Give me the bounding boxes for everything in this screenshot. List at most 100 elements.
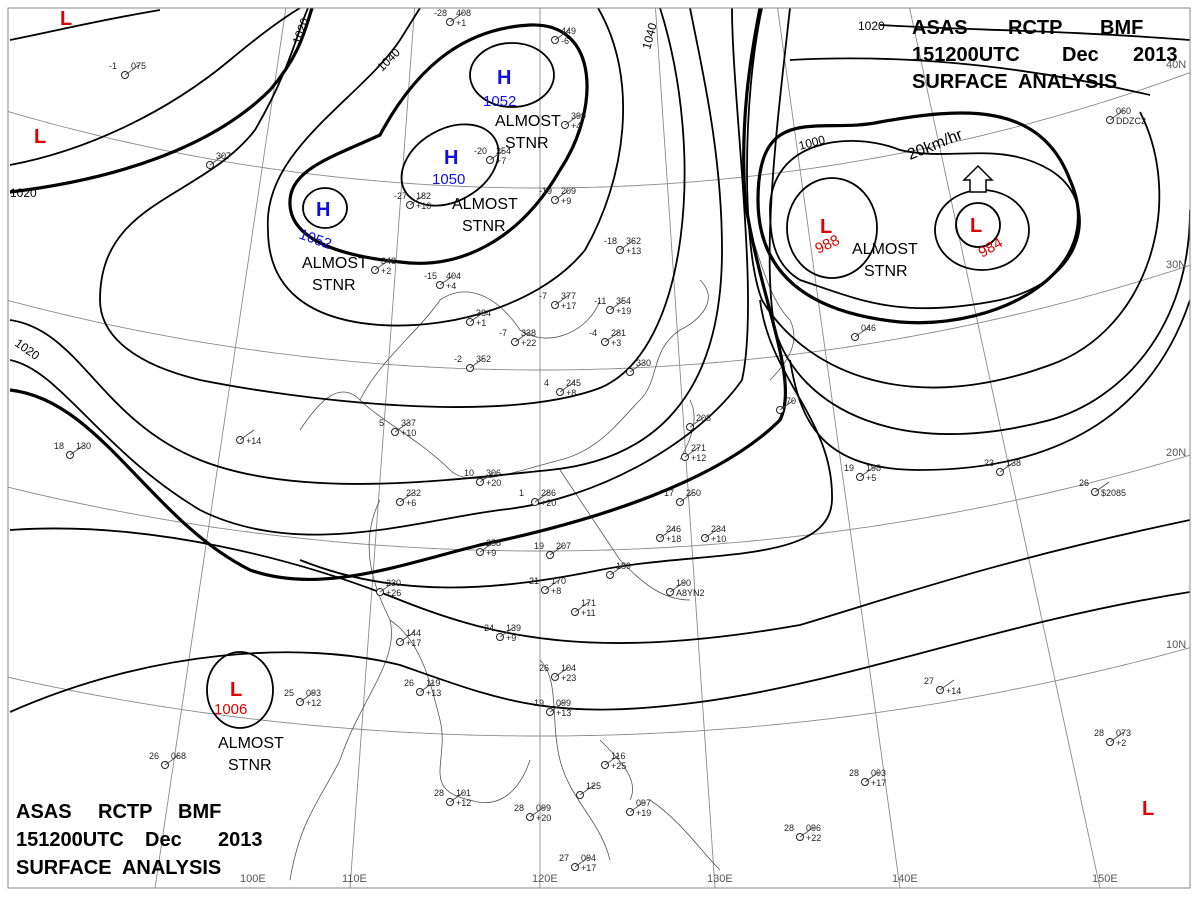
station-pressure: 209 xyxy=(561,186,576,196)
wind-barb-icon xyxy=(564,114,580,126)
station-pressure: 449 xyxy=(561,26,576,36)
wind-barb-icon xyxy=(574,601,590,613)
isobar xyxy=(9,8,301,166)
isobar xyxy=(99,8,686,408)
wind-barb-icon xyxy=(544,579,560,591)
station-plot: 348+2 xyxy=(371,256,396,276)
header-agency: ASAS xyxy=(16,801,72,823)
station-temperature: -11 xyxy=(594,296,606,306)
station-plot: 384+1 xyxy=(466,308,491,328)
station-tendency: +26 xyxy=(386,588,401,598)
wind-barb-icon xyxy=(449,791,465,803)
header-year: 2013 xyxy=(1133,44,1178,66)
wind-barb-icon xyxy=(604,331,620,343)
station-pressure: 408 xyxy=(456,8,471,18)
parallel-line xyxy=(8,72,1190,189)
wind-barb-icon xyxy=(479,471,495,483)
station-tendency: +18 xyxy=(666,534,681,544)
station-plot: 1 286+20 xyxy=(519,488,556,508)
station-pressure: 171 xyxy=(581,598,596,608)
header-station: RCTP xyxy=(1008,17,1062,39)
wind-barb-icon xyxy=(374,259,390,271)
station-temperature: -1 xyxy=(109,61,117,71)
station-temperature: 5 xyxy=(379,418,384,428)
wind-barb-icon xyxy=(939,679,955,691)
station-plot: 21 170+8 xyxy=(529,576,566,596)
latitude-label: 30N xyxy=(1166,259,1186,271)
note-stnr: STNR xyxy=(228,757,272,774)
high-symbol: H xyxy=(444,147,458,169)
station-pressure: 144 xyxy=(406,628,421,638)
longitude-label: 120E xyxy=(532,873,558,885)
wind-barb-icon xyxy=(534,491,550,503)
station-temperature: -19 xyxy=(539,186,552,196)
station-pressure: 245 xyxy=(566,378,581,388)
station-plot: 28 073+2 xyxy=(1094,728,1131,748)
station-pressure: 198 xyxy=(866,463,881,473)
wind-barb-icon xyxy=(659,527,675,539)
movement-notes: ALMOST STNR ALMOST STNR ALMOST STNR ALMO… xyxy=(218,113,918,774)
station-temperature: 28 xyxy=(514,803,524,813)
station-pressure: 046 xyxy=(861,323,876,333)
station-pressure: 068 xyxy=(171,751,186,761)
station-plot: 17 250 xyxy=(664,488,701,506)
station-tendency: +13 xyxy=(626,246,641,256)
note-almost: ALMOST xyxy=(218,735,284,752)
wind-barb-icon xyxy=(409,194,425,206)
wind-barb-icon xyxy=(704,527,720,539)
station-tendency: +2 xyxy=(1116,738,1126,748)
station-pressure: 234 xyxy=(711,524,726,534)
station-temperature: 26 xyxy=(539,663,549,673)
station-temperature: 28 xyxy=(434,788,444,798)
station-tendency: +14 xyxy=(946,686,961,696)
meridian-line xyxy=(154,8,287,888)
isobar xyxy=(288,23,589,265)
station-tendency: +9 xyxy=(486,548,496,558)
wind-barb-icon xyxy=(864,771,880,783)
header-time: 151200UTC xyxy=(912,44,1020,66)
station-plot: 26 068 xyxy=(149,751,186,769)
station-tendency: -6 xyxy=(561,36,569,46)
station-tendency: +1 xyxy=(456,18,466,28)
longitude-label: 140E xyxy=(892,873,918,885)
station-temperature: -15 xyxy=(424,271,437,281)
wind-barb-icon xyxy=(479,541,495,553)
station-temperature: 28 xyxy=(849,768,859,778)
wind-barb-icon xyxy=(854,326,870,338)
station-tendency: +17 xyxy=(561,301,576,311)
isobar xyxy=(9,8,788,582)
isobar-label: 1040 xyxy=(639,21,660,51)
station-plot: 70 xyxy=(776,396,796,414)
station-plot: 208 xyxy=(686,413,711,431)
station-temperature: 24 xyxy=(484,623,494,633)
station-temperature: -18 xyxy=(604,236,617,246)
station-temperature: 27 xyxy=(924,676,934,686)
wind-barb-icon xyxy=(604,754,620,766)
station-pressure: 271 xyxy=(691,443,706,453)
isobar xyxy=(267,8,625,327)
station-plot: 449-6 xyxy=(551,26,576,46)
wind-barb-icon xyxy=(439,274,455,286)
note-almost: ALMOST xyxy=(452,196,518,213)
station-tendency: +20 xyxy=(541,498,556,508)
station-tendency: +8 xyxy=(566,388,576,398)
isobar xyxy=(789,57,1151,96)
station-pressure: 182 xyxy=(416,191,431,201)
station-tendency: +14 xyxy=(246,436,261,446)
note-stnr: STNR xyxy=(864,263,908,280)
wind-barb-icon xyxy=(579,784,595,796)
station-temperature: 10 xyxy=(464,468,474,478)
wind-barb-icon xyxy=(679,491,695,503)
wind-barb-icon xyxy=(669,581,685,593)
wind-barb-icon xyxy=(684,446,700,458)
station-plot: -15 404+4 xyxy=(424,271,461,291)
station-pressure: 207 xyxy=(556,541,571,551)
station-tendency: +17 xyxy=(581,863,596,873)
station-pressure: 338 xyxy=(521,328,536,338)
station-plot: 26 $2085 xyxy=(1079,478,1126,498)
station-plot: -4 281+3 xyxy=(589,328,626,348)
station-plot: 24 139+9 xyxy=(484,623,521,643)
station-plot: -20 254+7 xyxy=(474,146,511,166)
header-top-right: ASAS RCTP BMF 151200UTC Dec 2013 SURFACE… xyxy=(912,17,1178,93)
header-bottom-left: ASAS RCTP BMF 151200UTC Dec 2013 SURFACE… xyxy=(16,801,263,879)
